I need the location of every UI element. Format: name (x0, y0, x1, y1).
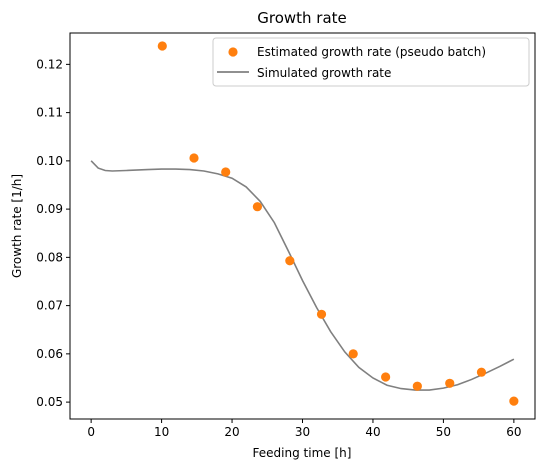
legend-label-estimated: Estimated growth rate (pseudo batch) (257, 45, 486, 59)
x-tick-label: 20 (224, 425, 239, 439)
y-tick-label: 0.11 (36, 106, 63, 120)
y-tick-label: 0.08 (36, 250, 63, 264)
y-tick-label: 0.09 (36, 202, 63, 216)
y-tick-label: 0.12 (36, 57, 63, 71)
x-tick-label: 60 (506, 425, 521, 439)
estimated-growth-point (252, 202, 263, 212)
estimated-growth-point (348, 349, 358, 359)
y-tick-label: 0.07 (36, 299, 63, 313)
estimated-growth-point (412, 381, 422, 391)
series-layer (90, 41, 519, 406)
estimated-growth-point (157, 41, 167, 51)
x-tick-label: 40 (365, 425, 380, 439)
estimated-growth-point (381, 372, 391, 382)
x-axis-label: Feeding time [h] (253, 446, 352, 460)
y-axis-ticks: 0.05 0.06 0.07 0.08 0.09 0.10 0.11 0.12 (36, 57, 70, 409)
legend: Estimated growth rate (pseudo batch) Sim… (212, 37, 530, 87)
y-axis-label: Growth rate [1/h] (10, 174, 24, 278)
estimated-growth-point (476, 367, 487, 377)
legend-marker-estimated (228, 47, 238, 57)
x-tick-label: 50 (436, 425, 451, 439)
y-tick-label: 0.05 (36, 395, 63, 409)
estimated-growth-point (285, 256, 295, 266)
simulated-growth-line (90, 160, 515, 391)
estimated-growth-point (509, 396, 519, 406)
estimated-growth-point (316, 309, 327, 319)
estimated-growth-point (221, 167, 231, 177)
y-tick-label: 0.06 (36, 347, 63, 361)
legend-label-simulated: Simulated growth rate (257, 66, 391, 80)
estimated-growth-point (189, 153, 199, 163)
x-tick-label: 10 (154, 425, 169, 439)
legend-frame (212, 37, 530, 87)
y-tick-label: 0.10 (36, 154, 63, 168)
chart-title: Growth rate (257, 9, 347, 27)
plot-area-frame (69, 32, 536, 420)
x-tick-label: 30 (295, 425, 310, 439)
x-tick-label: 0 (87, 425, 95, 439)
x-axis-ticks: 0 10 20 30 40 50 60 (87, 419, 522, 439)
estimated-growth-point (445, 378, 455, 388)
